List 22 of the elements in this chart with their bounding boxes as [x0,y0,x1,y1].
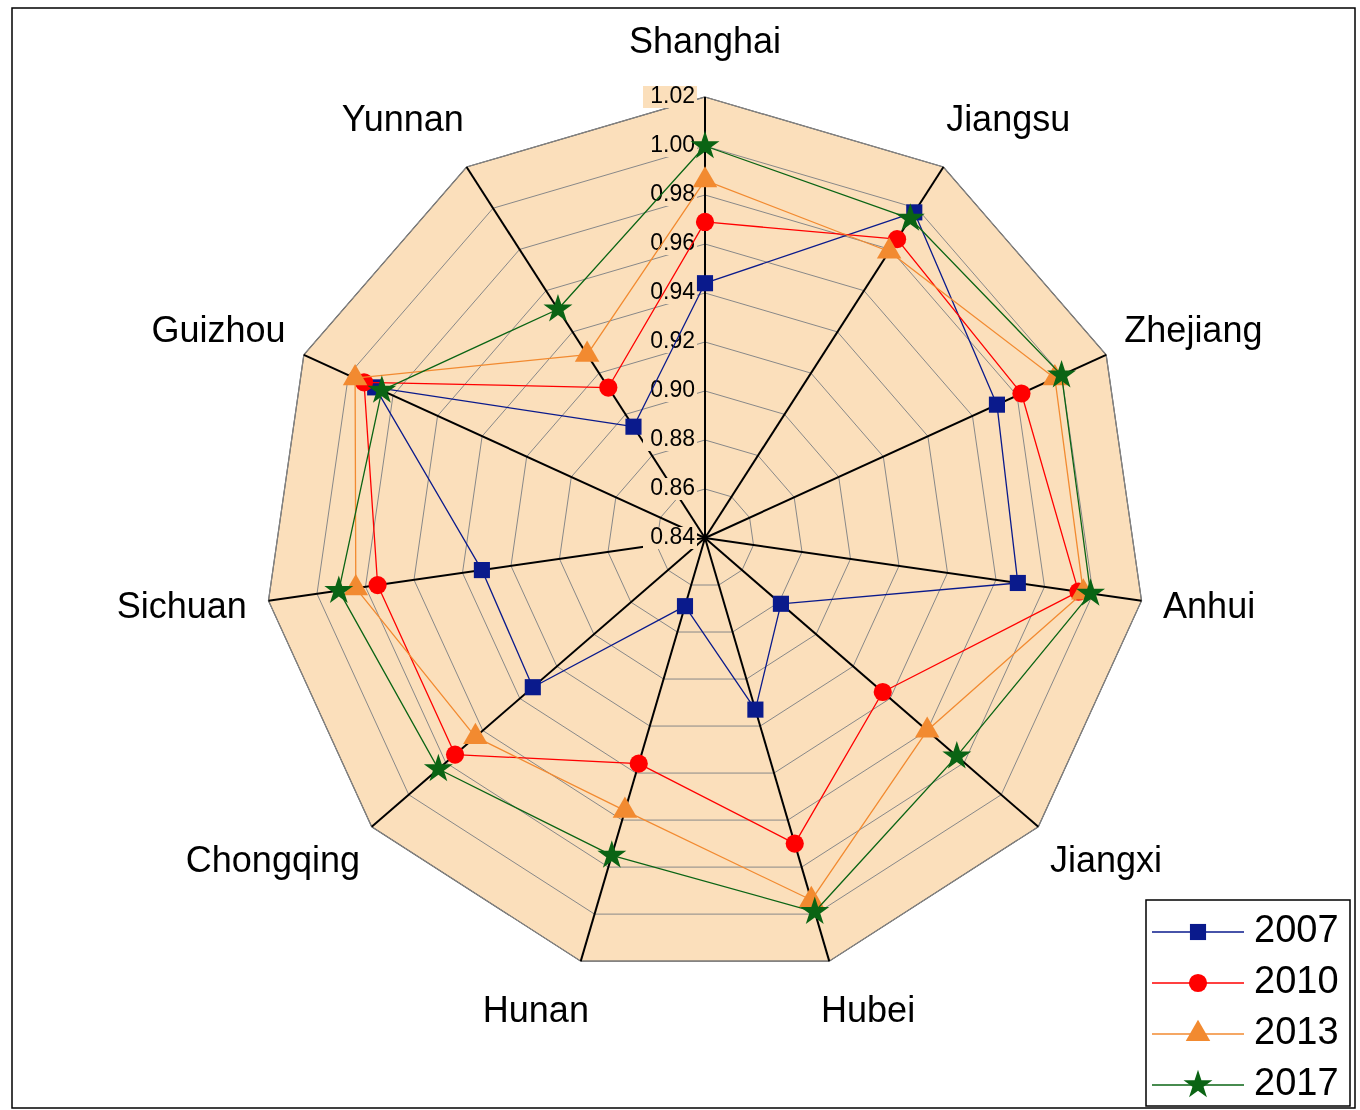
spoke-label: Guizhou [151,308,286,350]
spoke-label: Sichuan [116,584,247,626]
spoke-label: Hubei [821,989,916,1031]
legend-label: 2013 [1254,1010,1339,1053]
legend-label: 2007 [1254,908,1339,951]
y-tick-label: 0.86 [650,474,695,501]
spoke-label: Jiangsu [946,98,1071,140]
spoke-label: Zhejiang [1124,308,1263,350]
y-tick-label: 1.02 [650,82,695,109]
spoke-label: Jiangxi [1050,838,1163,880]
spoke-label: Anhui [1163,584,1256,626]
spoke-label: Shanghai [628,19,782,61]
y-tick-label: 0.84 [650,523,696,550]
legend-label: 2010 [1254,959,1339,1002]
spoke-label: Hunan [482,989,589,1031]
y-tick-label: 0.88 [650,425,695,452]
spoke-label: Chongqing [185,838,360,880]
spoke-label: Yunnan [341,98,464,140]
y-tick-label: 1.00 [650,131,695,158]
y-tick-label: 0.90 [650,376,695,403]
legend-label: 2017 [1254,1061,1339,1104]
y-tick-label: 0.96 [650,229,695,256]
